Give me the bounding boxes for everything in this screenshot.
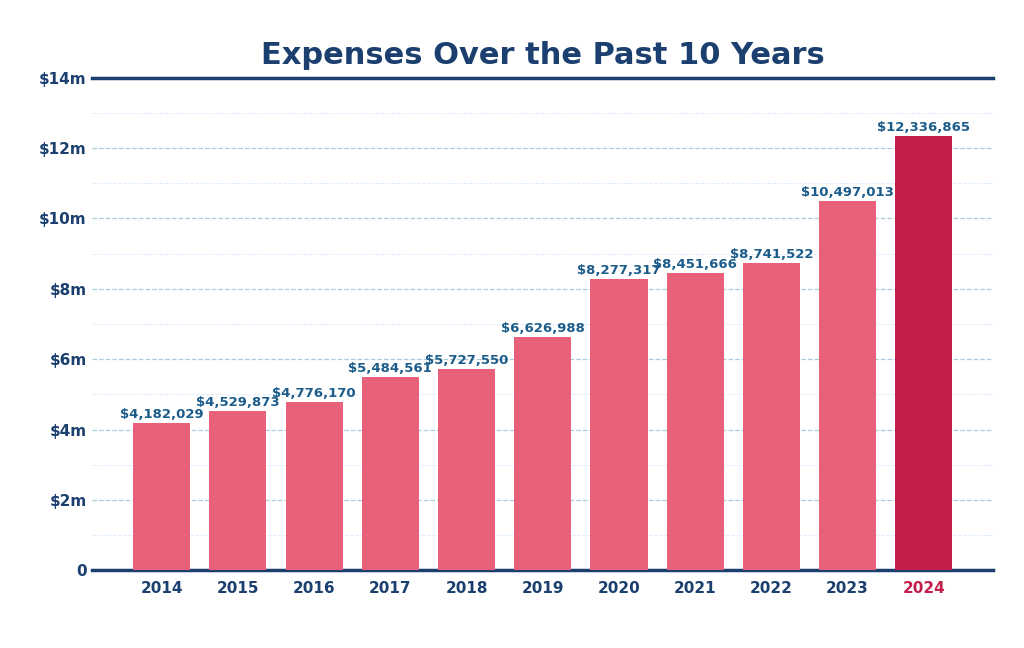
Bar [438,369,495,570]
Text: $5,484,561: $5,484,561 [348,362,432,375]
Text: $8,741,522: $8,741,522 [729,248,813,260]
Text: $8,277,317: $8,277,317 [578,264,660,277]
Bar [133,423,190,570]
Bar [361,377,419,570]
Bar [895,136,952,570]
Text: $4,182,029: $4,182,029 [120,408,204,421]
Bar [209,411,266,570]
Text: $12,336,865: $12,336,865 [878,121,971,134]
Text: $4,776,170: $4,776,170 [272,387,356,400]
Bar [514,337,571,570]
Text: $10,497,013: $10,497,013 [801,186,894,199]
Text: $6,626,988: $6,626,988 [501,322,585,335]
Bar [591,279,647,570]
Title: Expenses Over the Past 10 Years: Expenses Over the Past 10 Years [261,41,824,70]
Bar [742,262,800,570]
Text: $5,727,550: $5,727,550 [425,354,508,367]
Text: $8,451,666: $8,451,666 [653,258,737,271]
Bar [819,201,877,570]
Bar [286,402,343,570]
Bar [667,273,724,570]
Text: $4,529,873: $4,529,873 [196,396,280,409]
